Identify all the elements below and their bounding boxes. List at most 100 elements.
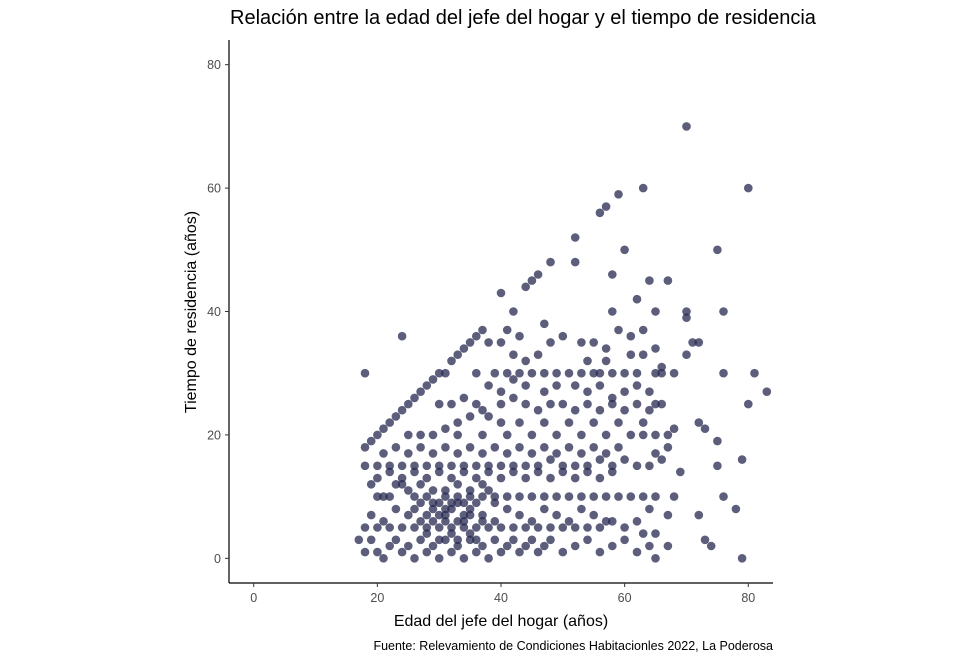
data-point (422, 492, 432, 501)
data-point (608, 467, 617, 477)
data-point (391, 504, 401, 514)
data-point (614, 443, 623, 452)
data-point (453, 535, 463, 545)
data-point (620, 523, 629, 532)
data-point (682, 122, 691, 131)
data-point (589, 338, 598, 347)
data-point (651, 430, 660, 440)
data-point (373, 461, 382, 471)
data-point (441, 486, 450, 495)
data-point (651, 554, 660, 563)
data-point (416, 498, 425, 508)
data-point (515, 368, 524, 378)
data-point (620, 535, 629, 545)
data-point (570, 473, 580, 483)
data-point (626, 350, 636, 360)
data-point (527, 517, 537, 526)
data-point (465, 504, 475, 514)
data-point (595, 208, 605, 218)
data-point (527, 535, 537, 545)
data-point (391, 480, 401, 489)
data-point (416, 443, 425, 452)
data-point (428, 375, 438, 384)
data-point (570, 523, 580, 532)
data-point (509, 467, 518, 477)
data-point (620, 387, 629, 397)
data-point (657, 368, 666, 378)
data-point (608, 368, 617, 378)
data-point (533, 405, 543, 415)
data-point (422, 473, 432, 483)
data-point (434, 523, 444, 532)
data-point (459, 510, 469, 520)
data-point (713, 436, 722, 446)
data-point (472, 461, 481, 471)
data-point (719, 307, 728, 316)
data-point (527, 430, 537, 440)
data-point (453, 430, 463, 440)
data-point (416, 387, 425, 397)
data-point (385, 418, 395, 427)
data-point (570, 257, 580, 267)
data-point (595, 368, 605, 378)
data-point (416, 517, 425, 526)
data-point (638, 492, 648, 501)
data-point (453, 418, 463, 427)
data-point (533, 467, 543, 477)
data-point (595, 473, 605, 483)
data-point (447, 529, 456, 538)
data-point (750, 368, 759, 378)
data-point (373, 473, 382, 483)
data-point (620, 405, 629, 415)
data-point (521, 399, 530, 409)
y-tick-label: 60 (207, 182, 221, 196)
data-point (583, 356, 592, 366)
data-point (441, 443, 450, 452)
data-point (632, 461, 642, 471)
data-point (515, 418, 524, 427)
data-point (595, 547, 605, 557)
data-point (527, 276, 537, 285)
data-point (558, 399, 568, 409)
data-point (502, 368, 512, 378)
data-point (601, 202, 611, 211)
chart-caption: Fuente: Relevamiento de Condiciones Habi… (373, 639, 773, 653)
data-point (404, 399, 413, 409)
data-point (688, 338, 697, 347)
data-point (682, 307, 691, 316)
data-point (490, 498, 500, 508)
data-point (663, 276, 673, 285)
data-point (385, 541, 395, 551)
data-point (385, 492, 395, 501)
data-point (521, 523, 530, 532)
x-tick-label: 40 (494, 591, 508, 605)
data-point (608, 541, 617, 551)
data-point (465, 535, 475, 545)
data-point (428, 504, 438, 514)
data-point (540, 541, 549, 551)
data-point (608, 270, 617, 279)
data-point (484, 486, 493, 495)
data-point (583, 461, 592, 471)
data-point (360, 547, 370, 557)
data-point (441, 535, 450, 545)
data-point (521, 461, 530, 471)
x-axis-ticks: 0 20 40 60 80 (250, 583, 755, 605)
data-point (434, 498, 444, 508)
data-point (484, 338, 493, 347)
data-point (552, 368, 561, 378)
points-layer (354, 122, 772, 563)
data-point (620, 455, 629, 464)
data-point (502, 430, 512, 440)
data-point (422, 381, 432, 390)
data-point (558, 547, 568, 557)
data-point (397, 405, 407, 415)
data-point (410, 467, 419, 477)
data-point (552, 430, 561, 440)
data-point (515, 547, 524, 557)
data-point (614, 325, 623, 335)
data-point (608, 517, 617, 526)
data-point (546, 257, 555, 267)
data-point (552, 492, 561, 501)
data-point (496, 399, 506, 409)
